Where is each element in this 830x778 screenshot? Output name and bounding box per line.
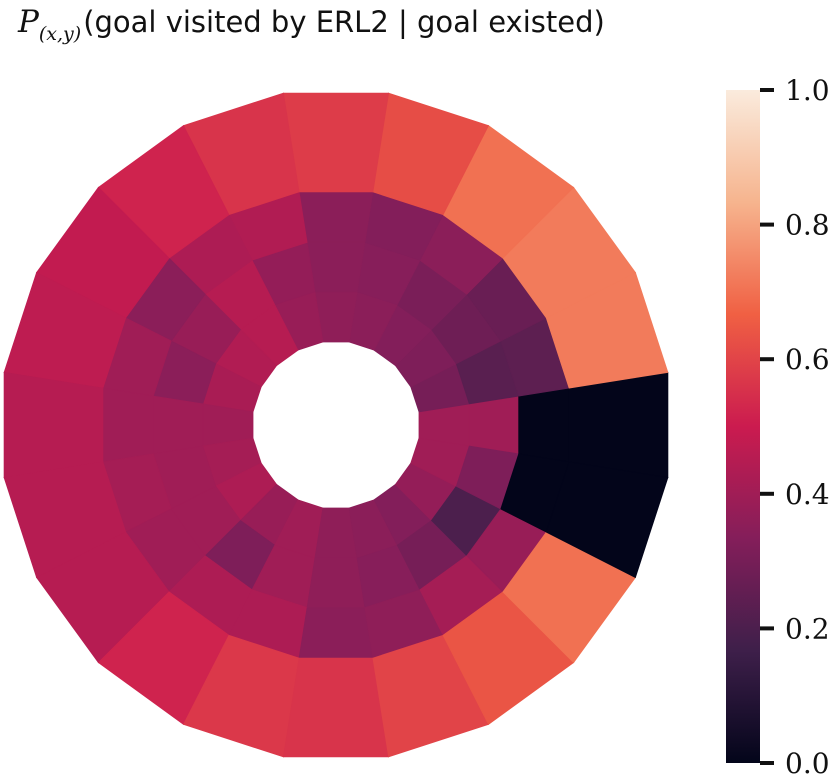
colorbar-tick-label: 0.8 [785,209,830,242]
heatmap-cell [3,371,104,479]
heatmap-cells [3,92,669,758]
heatmap-cell [518,387,570,463]
heatmap-cell [306,241,366,293]
heatmap-cell [282,92,390,193]
colorbar-tick-label: 0.6 [785,343,830,376]
heatmap-cell [306,557,366,609]
heatmap-cell [568,371,669,479]
heatmap-cell [102,387,154,463]
heatmap-cell [282,657,390,758]
heatmap-cell [298,191,374,243]
colorbar: 0.0 0.2 0.4 0.6 0.8 1.0 [726,74,830,778]
colorbar-tick-label: 1.0 [785,74,830,107]
colorbar-tick-label: 0.4 [785,478,830,511]
colorbar-scale [726,90,760,763]
colorbar-tick-label: 0.0 [785,747,830,778]
heatmap-cell [545,461,669,579]
colorbar-tick-label: 0.2 [785,612,830,645]
title-text: (goal visited by ERL2 | goal existed) [83,5,605,39]
title-subscript: (x,y) [38,23,82,45]
chart-title: P(x,y)(goal visited by ERL2 | goal exist… [18,4,605,45]
heatmap-cell [298,607,374,659]
title-symbol: P [18,4,39,40]
heatmap-cell [468,395,520,455]
heatmap-cell [152,395,204,455]
